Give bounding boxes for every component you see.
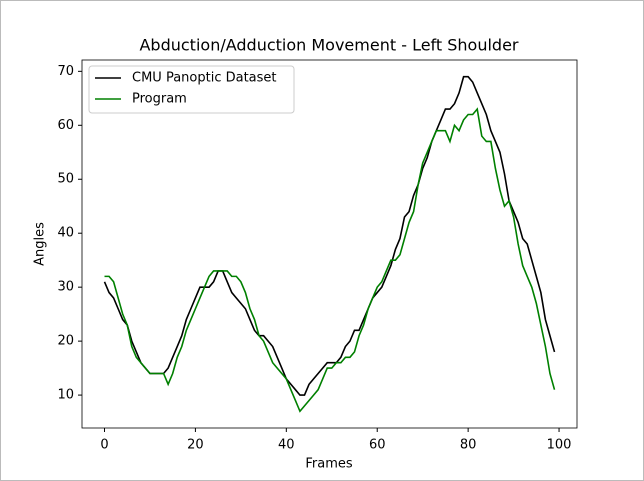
y-tick-label: 30: [57, 280, 74, 295]
chart-title: Abduction/Adduction Movement - Left Shou…: [139, 36, 518, 55]
x-tick-label: 100: [547, 438, 572, 453]
series-line: [104, 107, 556, 413]
y-tick-label: 60: [57, 118, 74, 133]
y-tick-label: 50: [57, 172, 74, 187]
x-axis-label: Frames: [305, 457, 353, 472]
y-tick-label: 10: [57, 388, 74, 403]
y-tick-label: 20: [57, 334, 74, 349]
legend-box: [88, 65, 295, 114]
plot-frame: [81, 59, 578, 429]
x-tick-label: 20: [187, 438, 204, 453]
x-tick-label: 40: [278, 438, 295, 453]
legend-label: Program: [132, 92, 187, 107]
legend-label: CMU Panoptic Dataset: [132, 71, 277, 86]
y-axis-label: Angles: [33, 222, 48, 266]
x-tick-label: 0: [100, 438, 108, 453]
x-tick-label: 60: [369, 438, 386, 453]
x-tick-label: 80: [460, 438, 477, 453]
y-tick-label: 70: [57, 64, 74, 79]
series-line: [103, 75, 556, 396]
y-tick-label: 40: [57, 226, 74, 241]
